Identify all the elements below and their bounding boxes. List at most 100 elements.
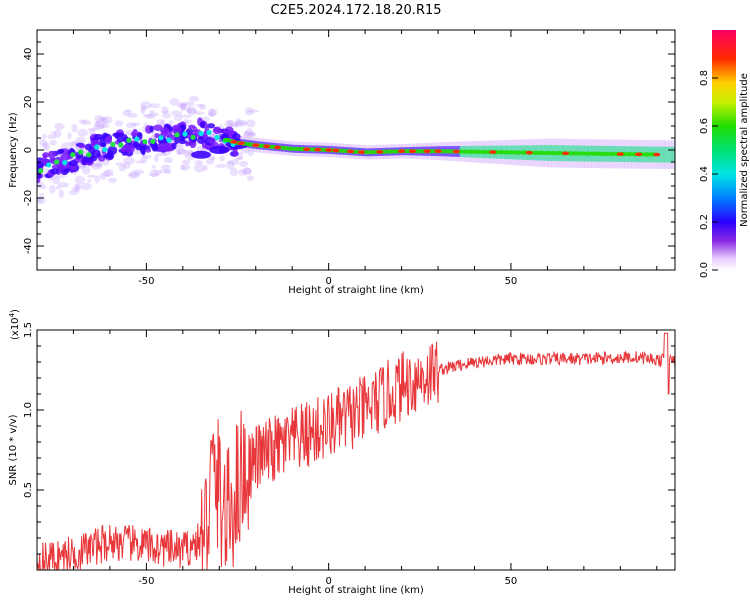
heatmap-peak: [150, 138, 156, 144]
heatmap-haze: [50, 131, 57, 140]
heatmap-max: [489, 150, 497, 154]
spectrogram-xlabel: Height of straight line (km): [288, 285, 424, 296]
heatmap-blob: [88, 147, 96, 155]
heatmap-haze: [208, 109, 216, 117]
heatmap-haze: [169, 119, 174, 126]
heatmap-haze: [149, 112, 160, 117]
heatmap-haze: [124, 109, 133, 113]
spectrogram-ytick-label: 40: [23, 48, 34, 61]
heatmap-haze: [234, 157, 240, 161]
colorbar-tick-label: 0.8: [699, 70, 710, 86]
heatmap-max: [237, 141, 245, 146]
heatmap-blob: [160, 129, 168, 137]
heatmap-blob: [171, 126, 182, 134]
heatmap-haze: [78, 119, 88, 124]
heatmap-haze: [95, 163, 101, 168]
heatmap-haze: [238, 161, 249, 167]
heatmap-core: [566, 151, 575, 156]
heatmap-core: [584, 151, 593, 156]
heatmap-haze: [128, 171, 140, 177]
heatmap-blob: [171, 142, 177, 150]
heatmap-haze: [180, 114, 193, 118]
heatmap-haze: [49, 139, 57, 146]
heatmap-peak: [118, 142, 124, 148]
heatmap-haze: [243, 167, 252, 175]
snr-xtick-label: 0: [325, 576, 331, 587]
heatmap-blob: [132, 128, 138, 137]
snr-axes-frame: [36, 329, 676, 571]
heatmap-haze: [180, 103, 187, 111]
heatmap-haze: [77, 128, 89, 137]
heatmap-haze: [42, 133, 47, 139]
heatmap-haze: [158, 169, 170, 174]
heatmap-haze: [127, 112, 138, 118]
heatmap-max: [252, 143, 260, 147]
heatmap-peak: [110, 141, 116, 147]
heatmap-core: [502, 150, 511, 155]
heatmap-blob: [141, 149, 146, 156]
snr-multiplier-base: (x10: [10, 317, 21, 340]
heatmap-haze: [193, 163, 205, 173]
heatmap-haze: [229, 167, 238, 177]
heatmap-haze: [247, 131, 256, 138]
snr-multiplier-close: ): [10, 309, 21, 313]
heatmap-blob: [48, 150, 56, 159]
heatmap-blob: [207, 123, 216, 129]
colorbar-label: Normalized spectral amplitude: [739, 73, 750, 227]
heatmap-haze: [39, 138, 47, 147]
heatmap-haze: [246, 175, 255, 181]
heatmap-max: [332, 148, 340, 153]
heatmap-haze: [104, 168, 114, 177]
heatmap-haze: [121, 110, 132, 117]
heatmap-blob: [154, 133, 160, 139]
heatmap-haze: [153, 154, 159, 163]
heatmap-haze: [162, 113, 171, 119]
snr-xtick-label: -50: [138, 576, 154, 587]
heatmap-max: [263, 144, 271, 149]
spectrogram-ytick-label: -20: [23, 190, 34, 206]
heatmap-max: [434, 149, 442, 153]
heatmap-haze: [123, 162, 131, 169]
snr-line-layer: [37, 332, 675, 570]
heatmap-haze: [199, 103, 207, 110]
heatmap-haze: [179, 101, 188, 108]
heatmap-haze: [95, 120, 105, 129]
heatmap-haze: [156, 118, 166, 126]
heatmap-haze: [219, 155, 225, 162]
heatmap-haze: [177, 102, 187, 109]
heatmap-haze: [148, 173, 160, 177]
heatmap-haze: [140, 155, 148, 164]
spectrogram-ylabel: Frequency (Hz): [8, 112, 19, 188]
heatmap-haze: [243, 130, 253, 139]
heatmap-core: [601, 151, 610, 157]
heatmap-peak: [126, 137, 132, 143]
heatmap-peak: [70, 152, 76, 158]
heatmap-peak: [102, 146, 108, 153]
heatmap-haze: [194, 160, 204, 165]
heatmap-haze: [125, 122, 137, 129]
heatmap-peak: [38, 168, 44, 174]
snr-multiplier-exp: 4: [8, 312, 16, 317]
heatmap-haze: [164, 169, 172, 175]
heatmap-blob: [208, 137, 216, 145]
heatmap-haze: [98, 123, 110, 129]
heatmap-haze: [202, 165, 208, 172]
heatmap-core: [537, 150, 546, 156]
heatmap-blob: [159, 147, 165, 152]
heatmap-haze: [181, 159, 191, 164]
heatmap-haze: [114, 120, 124, 127]
heatmap-blob: [107, 152, 115, 160]
heatmap-max: [274, 145, 282, 150]
heatmap-haze: [161, 164, 171, 170]
heatmap-core: [444, 149, 453, 154]
heatmap-haze: [145, 113, 156, 119]
heatmap-blob: [37, 162, 45, 169]
snr-ytick-label: 0.5: [23, 482, 34, 498]
heatmap-core: [642, 152, 651, 157]
heatmap-haze: [247, 132, 257, 136]
heatmap-core: [625, 151, 634, 157]
heatmap-haze: [170, 110, 183, 117]
heatmap-peak: [166, 137, 172, 143]
heatmap-peak: [86, 152, 92, 158]
heatmap-haze: [49, 184, 56, 194]
